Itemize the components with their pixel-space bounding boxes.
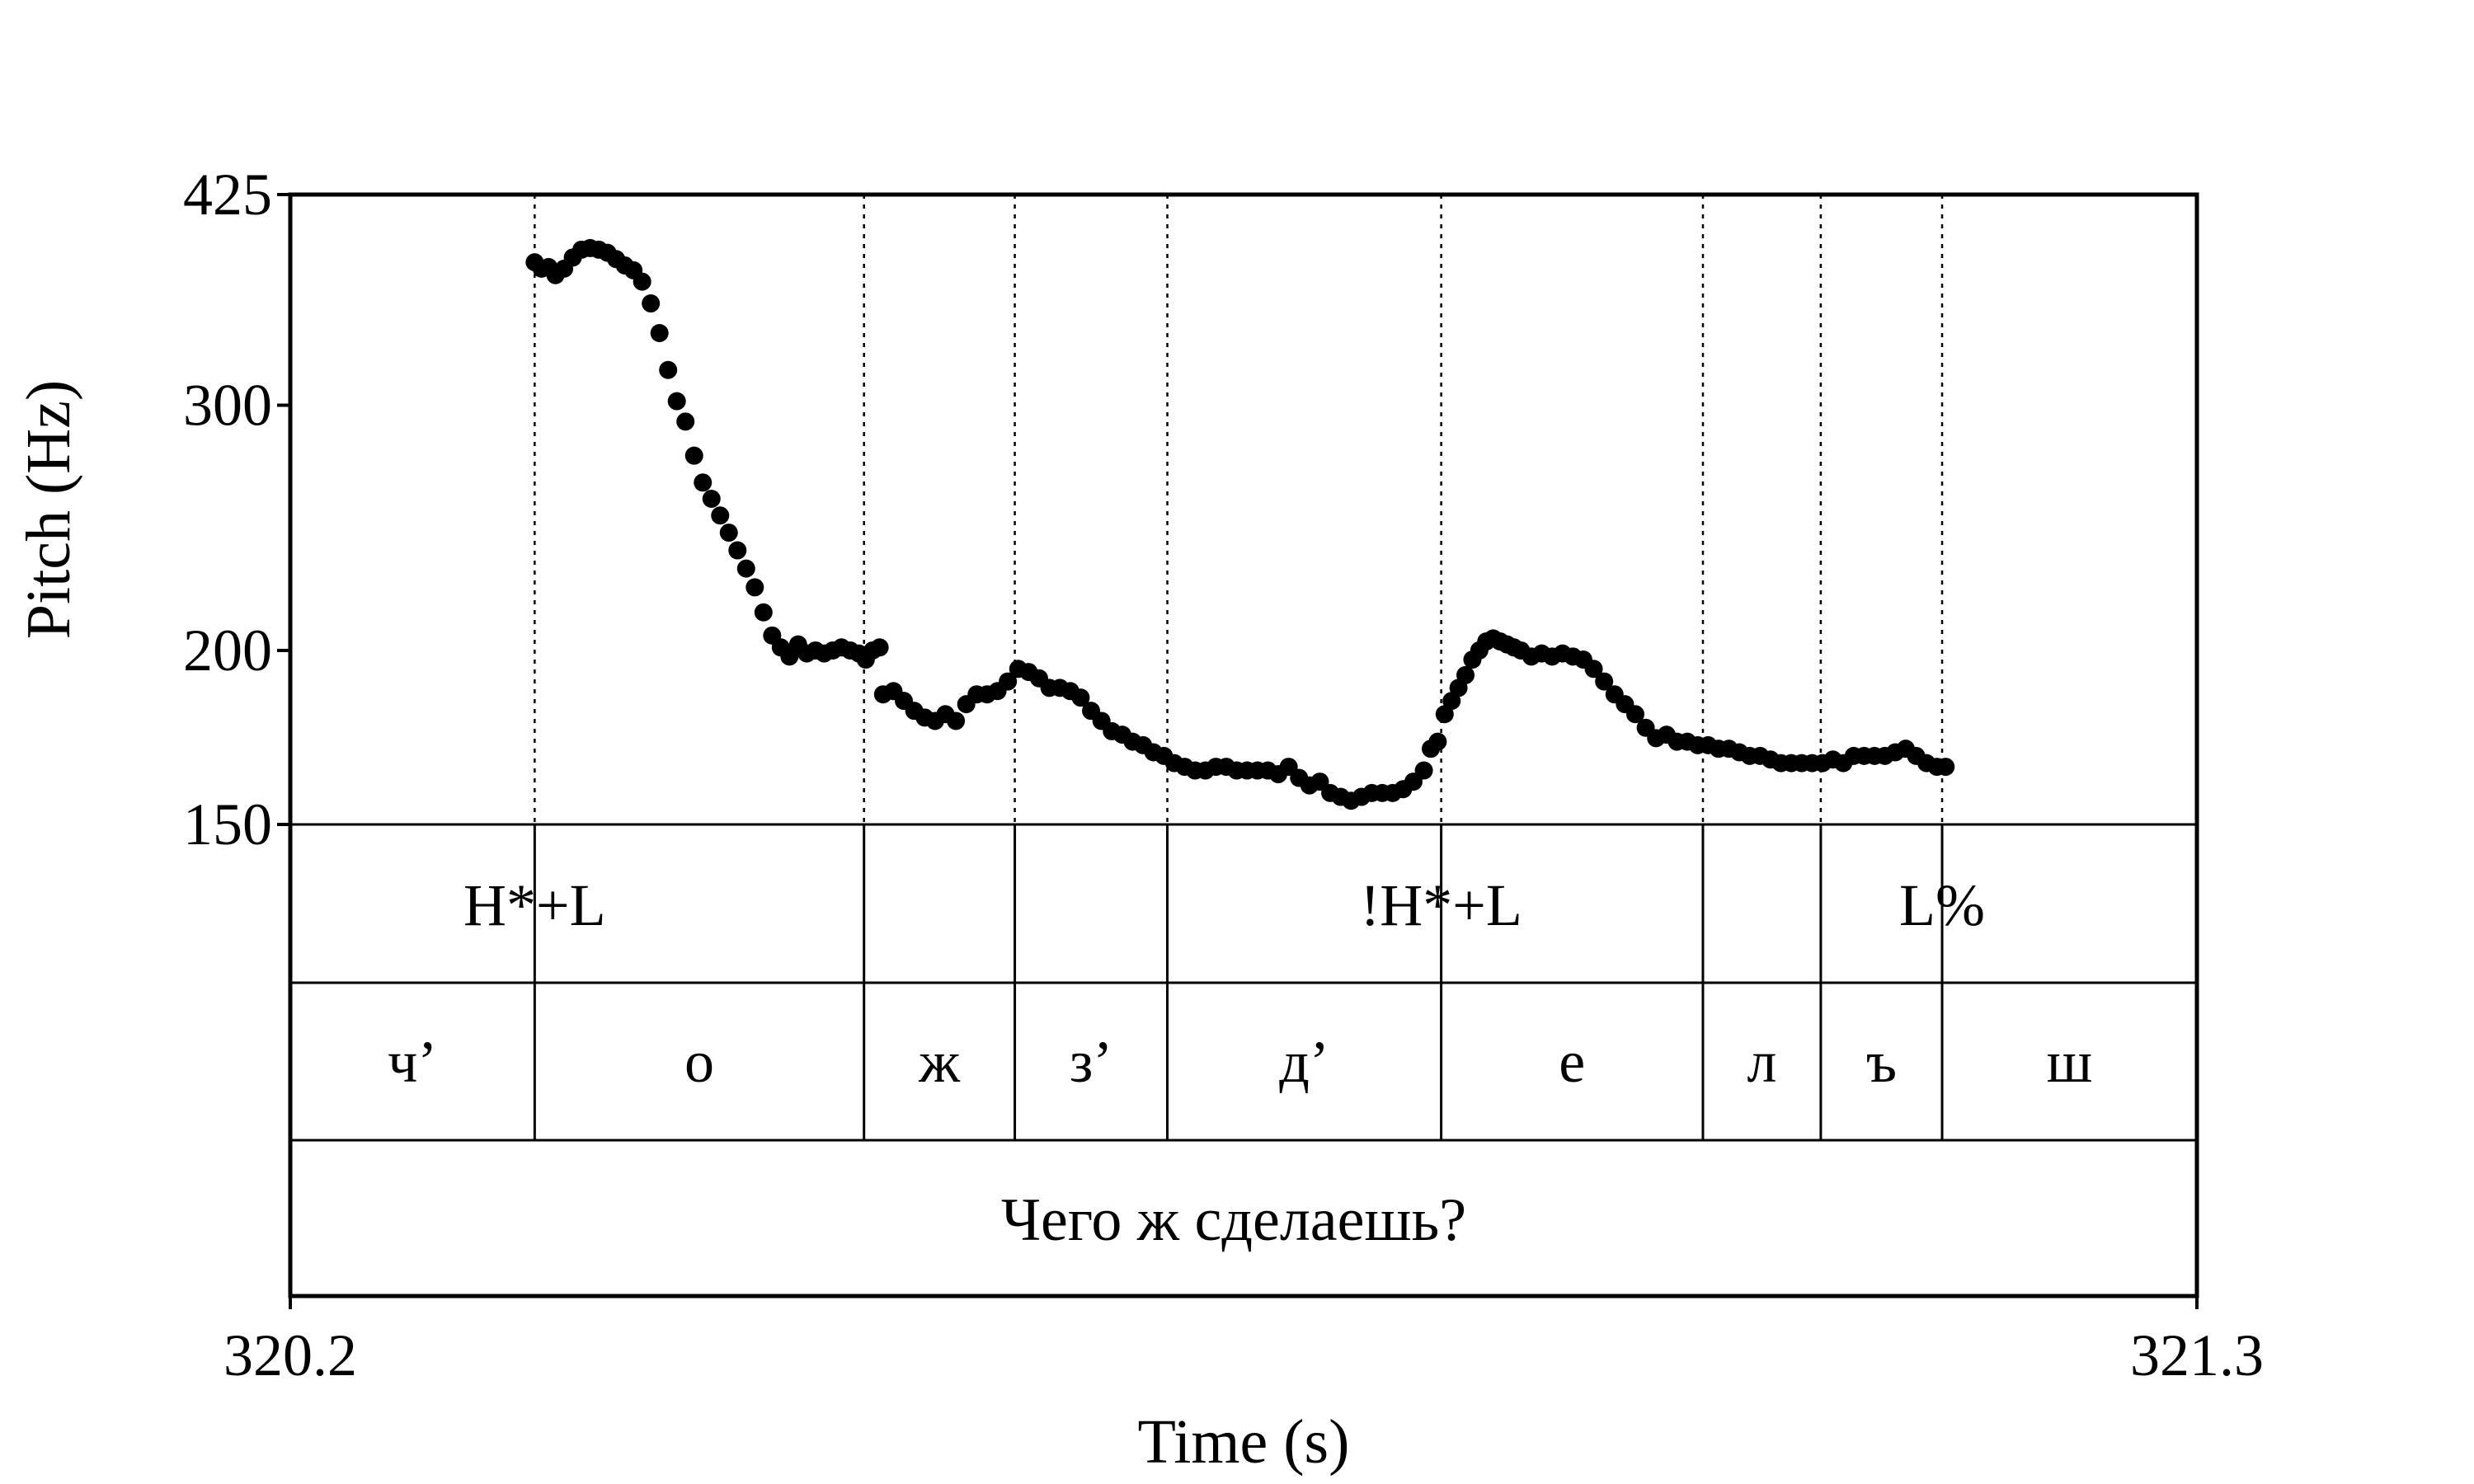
x-tick-label: 321.3 <box>2130 1322 2264 1388</box>
pitch-point <box>1428 732 1447 751</box>
x-tick-label: 320.2 <box>223 1322 357 1388</box>
pitch-point <box>745 578 764 597</box>
y-tick-label: 300 <box>183 373 272 439</box>
pitch-point <box>728 541 747 560</box>
pitch-point <box>633 272 651 291</box>
x-axis-title: Time (s) <box>1138 1407 1350 1477</box>
plot-area-border <box>288 192 2199 1298</box>
tone-label: L% <box>1899 872 1985 938</box>
pitch-point <box>642 294 661 313</box>
pitch-point <box>1595 672 1614 691</box>
y-tick-label: 150 <box>183 791 272 857</box>
pitch-point <box>754 603 773 622</box>
segment-label: з’ <box>1070 1029 1112 1095</box>
pitch-point <box>736 559 755 578</box>
pitch-point <box>711 506 730 525</box>
segment-label: о <box>684 1029 714 1095</box>
segment-label: л <box>1747 1029 1776 1095</box>
pitch-point <box>870 638 889 657</box>
y-axis-title: Pitch (Hz) <box>14 380 83 639</box>
pitch-point <box>702 490 721 509</box>
boundary-lines <box>533 195 1944 1140</box>
pitch-point <box>659 360 678 379</box>
axes: Pitch (Hz) Time (s) 425 300 200 150 320.2 321… <box>14 162 2264 1477</box>
y-tick-label: 200 <box>183 618 272 683</box>
pitch-point <box>719 524 738 542</box>
pitch-point <box>947 711 966 730</box>
segment-label: ж <box>918 1029 961 1095</box>
segment-label: е <box>1559 1029 1585 1095</box>
segment-label: ш <box>2047 1029 2092 1095</box>
segment-label: д’ <box>1279 1029 1329 1095</box>
pitch-point <box>694 473 713 492</box>
pitch-point <box>1936 758 1955 777</box>
y-tick-label: 425 <box>183 162 272 228</box>
plot-frame <box>288 192 2199 1298</box>
pitch-point <box>650 324 669 343</box>
pitch-point <box>667 392 686 411</box>
tone-label: H*+L <box>463 872 606 938</box>
pitch-point <box>999 672 1018 691</box>
pitch-point <box>1071 688 1090 707</box>
pitch-point <box>676 412 695 431</box>
sentence-label: Чего ж сделаешь? <box>1001 1186 1466 1254</box>
pitch-point <box>1414 761 1433 780</box>
pitch-point <box>684 446 703 465</box>
pitch-point <box>1626 705 1645 724</box>
segment-label: ъ <box>1866 1029 1897 1095</box>
pitch-point <box>1456 665 1475 684</box>
segment-label: ч’ <box>388 1029 437 1095</box>
pitch-point <box>1584 660 1603 679</box>
tone-label: !H*+L <box>1360 872 1522 938</box>
pitch-point <box>1435 705 1454 724</box>
pitch-contour <box>525 238 1955 810</box>
